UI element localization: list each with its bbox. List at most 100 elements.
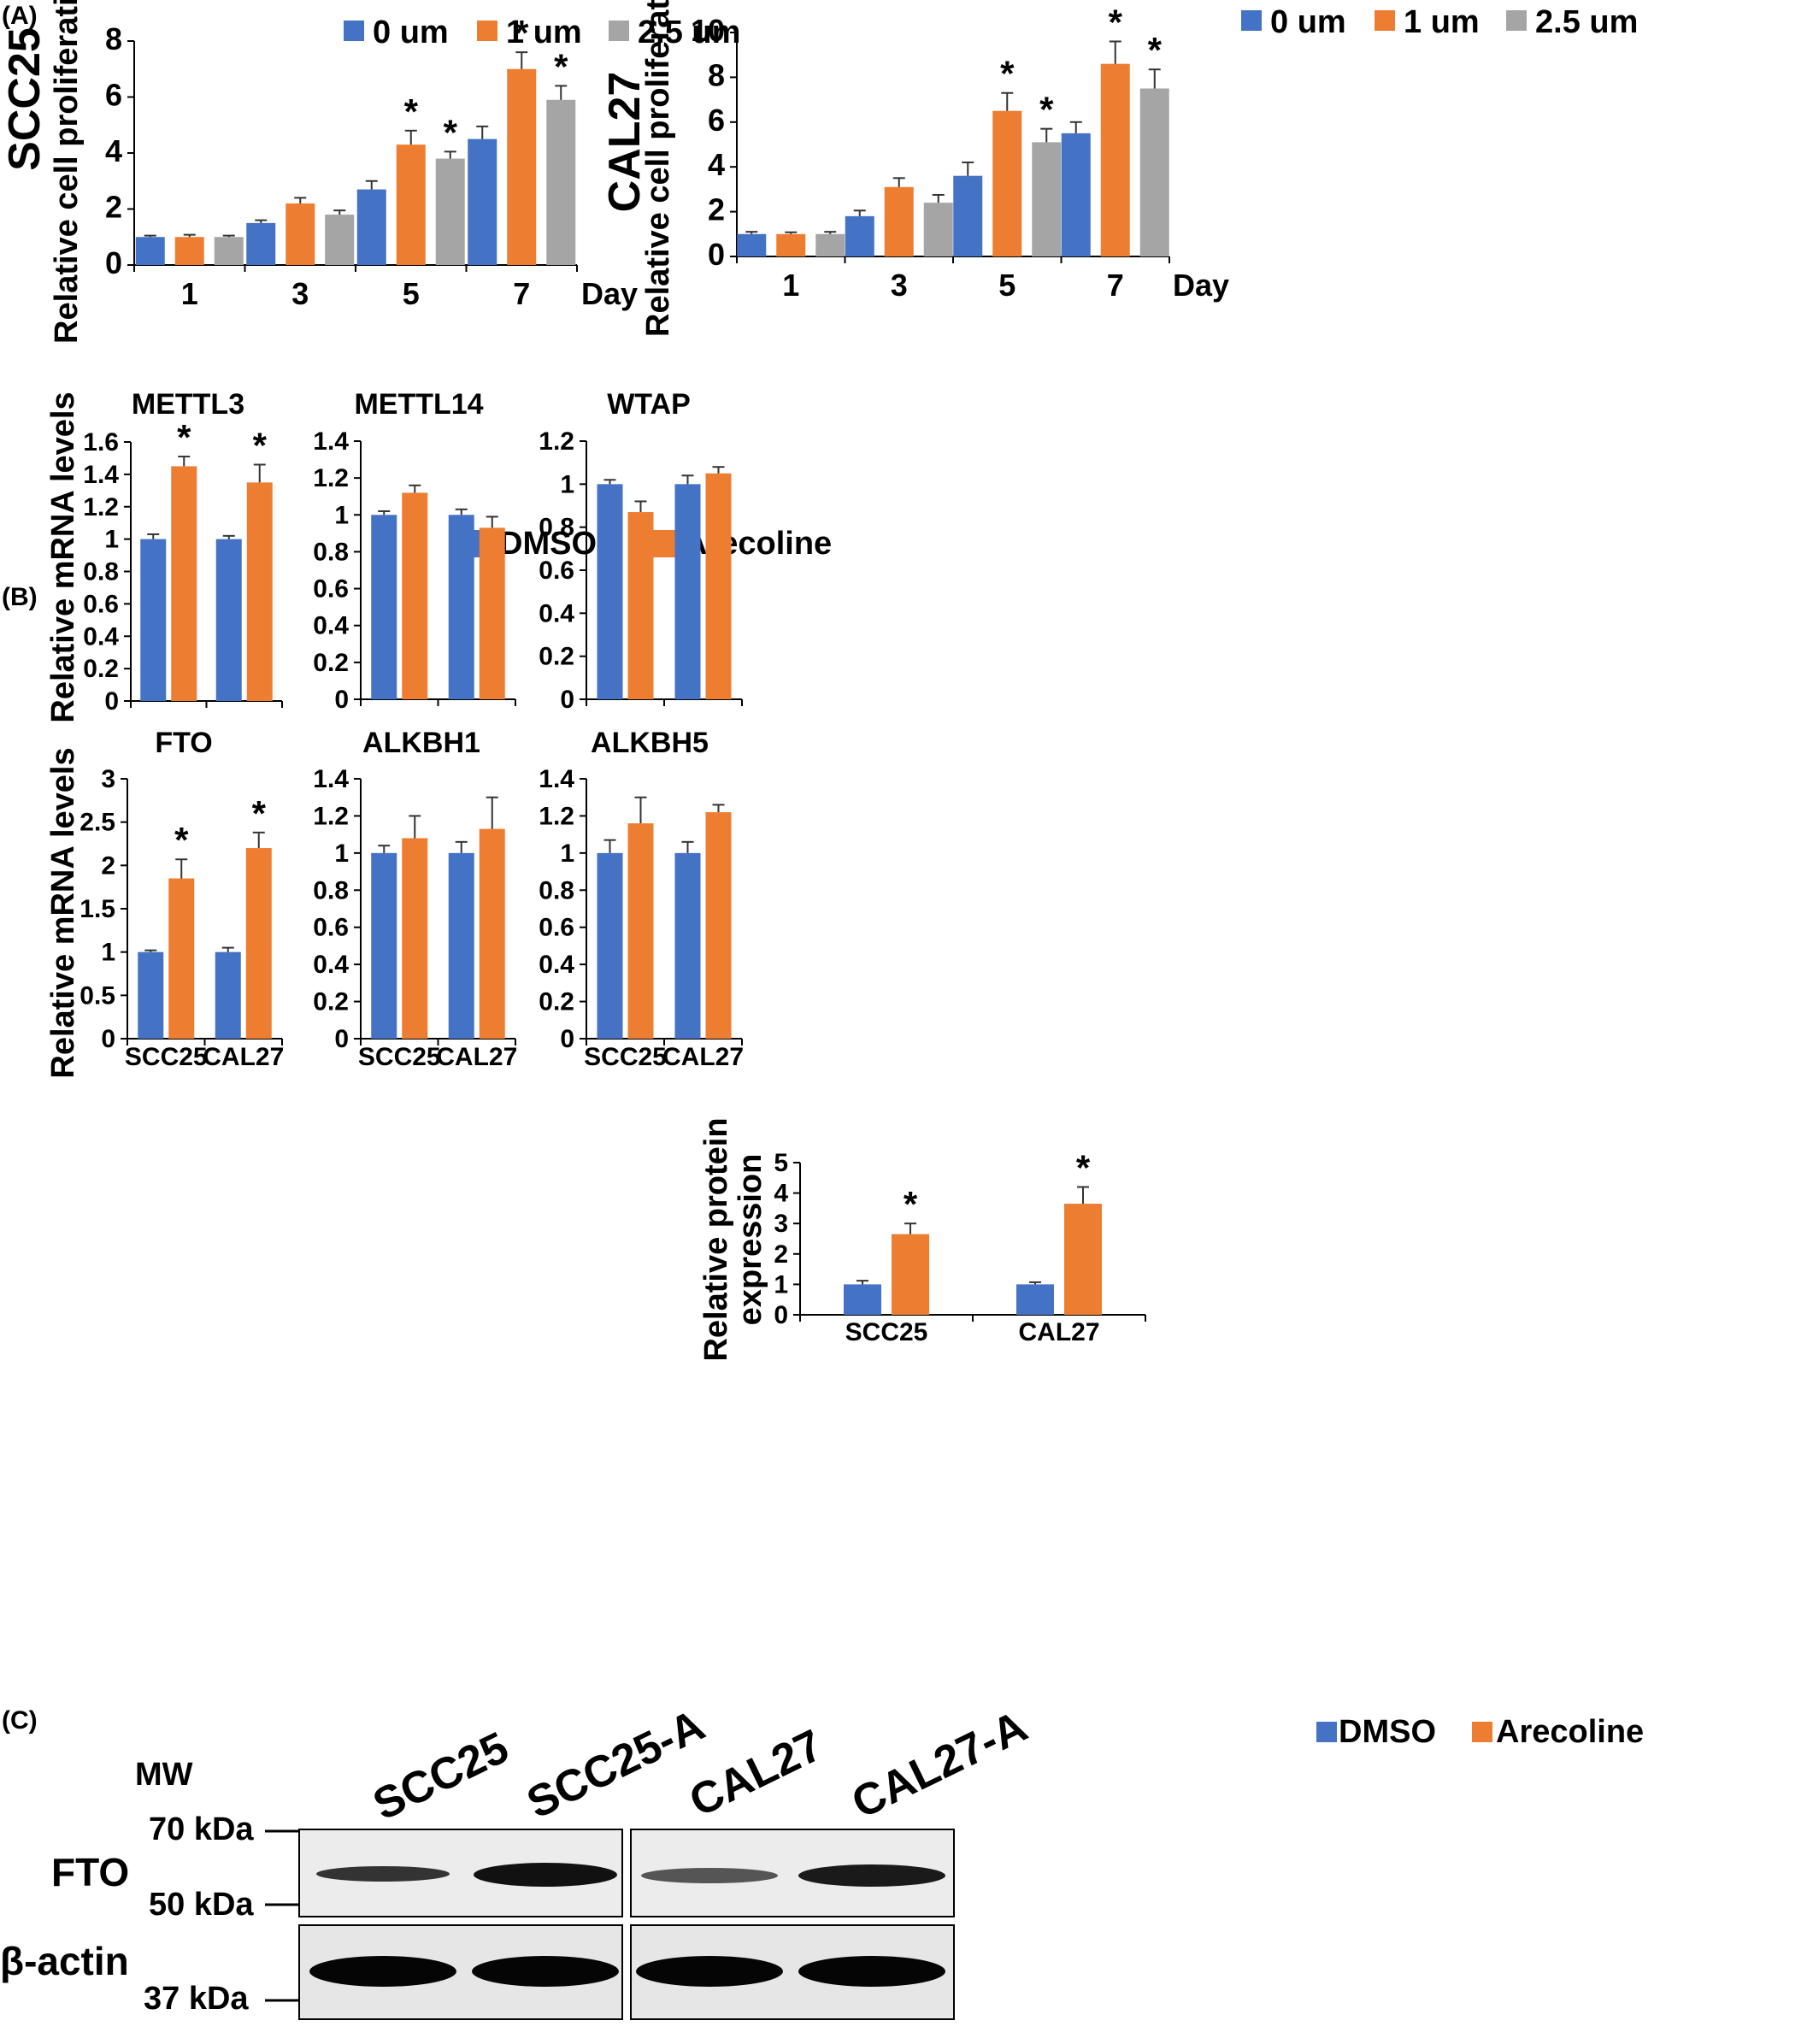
legend-label-2-5um: 2.5 um — [638, 15, 740, 50]
y-tick-label: 1.4 — [83, 461, 119, 489]
blot-marker-70kda: 70 kDa — [149, 1811, 254, 1847]
legend-c: DMSO Arecoline — [1316, 1714, 1644, 1750]
bar-1-um-3 — [286, 203, 315, 265]
y-tick-label: 8 — [105, 21, 122, 56]
y-tick-label: 0.4 — [539, 599, 574, 627]
bar-dmso-scc25 — [844, 1284, 881, 1315]
legend-swatch-0um — [1241, 10, 1262, 31]
y-tick-label: 1 — [560, 470, 574, 498]
panel-letter-a: (A) — [2, 2, 38, 30]
significance-star: * — [515, 13, 529, 53]
legend-label-dmso: DMSO — [1339, 1714, 1436, 1750]
y-tick-label: 0.4 — [539, 951, 574, 979]
x-tick-label: 7 — [1107, 268, 1124, 303]
bar-arecoline-cal27 — [705, 812, 732, 1039]
chart-fto: 0 0.5 1 1.5 2 2.5 3 * SCC25 * CAL27 FTO Relative mRN… — [45, 727, 284, 1079]
blot-row-label-beta-actin: β-actin — [0, 1939, 129, 1983]
y-tick-label: 5 — [774, 1149, 788, 1177]
y-tick-label: 2 — [708, 192, 725, 227]
x-tick-label: 7 — [513, 276, 530, 311]
legend-swatch-arecoline — [1472, 1722, 1492, 1742]
significance-star: * — [252, 793, 267, 834]
bar-arecoline-scc25 — [627, 823, 654, 1039]
legend-label-0um: 0 um — [1270, 4, 1346, 40]
y-tick-label: 1 — [334, 839, 349, 868]
y-tick-label: 0.2 — [83, 655, 119, 683]
blot-band-actin-cal27-a — [798, 1956, 945, 1987]
y-tick-label: 1.2 — [539, 802, 574, 830]
x-tick-label: 1 — [782, 268, 799, 303]
significance-star: * — [253, 426, 268, 466]
y-tick-label: 0.8 — [313, 876, 349, 904]
chart-title: ALKBH5 — [591, 727, 709, 759]
y-tick-label: 2 — [774, 1240, 788, 1269]
y-tick-label: 0 — [560, 686, 574, 714]
y-tick-label: 0 — [560, 1025, 574, 1053]
blot-lane-label: CAL27-A — [845, 1701, 1035, 1828]
x-tick-label: CAL27 — [203, 1043, 284, 1071]
bar-arecoline-scc25 — [168, 878, 195, 1039]
y-tick-label: 0.5 — [79, 981, 115, 1010]
bar-2-5-um-1 — [214, 237, 244, 265]
legend-swatch-dmso — [1316, 1722, 1337, 1742]
blot-band-actin-cal27 — [636, 1956, 783, 1987]
chart-title: METTL3 — [132, 388, 244, 421]
bar-dmso-cal27 — [215, 951, 241, 1039]
blot-band-fto-scc25 — [316, 1866, 450, 1882]
bar-arecoline-cal27 — [479, 828, 505, 1039]
bar-dmso-cal27 — [674, 484, 701, 699]
bar-dmso-scc25 — [597, 484, 623, 699]
significance-star: * — [177, 417, 191, 457]
y-tick-label: 1 — [104, 526, 119, 554]
significance-star: * — [1039, 90, 1054, 130]
bar-dmso-cal27 — [215, 539, 242, 701]
chart-title: CAL27 — [600, 72, 650, 213]
x-tick-label: CAL27 — [662, 1043, 744, 1071]
chart-mettl3: 00.20.40.60.811.21.41.6 * *METTL3Relative … — [45, 388, 283, 723]
legend-swatch-2-5um — [609, 21, 629, 41]
bar-0-um-3 — [246, 222, 276, 265]
chart-scc25-proliferation: 0 2 4 6 8 1 3 * * 5 * * 7 SCC25 Relative cell prolifer… — [0, 0, 638, 344]
chart-title: SCC25 — [0, 27, 50, 171]
x-tick-label: SCC25 — [125, 1043, 208, 1071]
y-tick-label: 0.6 — [313, 575, 349, 604]
y-tick-label: 0.2 — [539, 988, 574, 1016]
bar-dmso-cal27 — [674, 852, 701, 1039]
chart-title: ALKBH1 — [362, 727, 480, 759]
chart-title: METTL14 — [354, 388, 483, 421]
y-axis-label: Relative proteinexpression — [698, 1117, 768, 1361]
y-tick-label: 0.4 — [313, 951, 349, 979]
legend-label-1um: 1 um — [1404, 4, 1480, 40]
x-tick-label: 5 — [403, 276, 420, 311]
y-tick-label: 6 — [708, 103, 725, 138]
bar-1-um-5 — [396, 144, 426, 265]
y-tick-label: 0 — [708, 237, 725, 272]
bar-1-um-7 — [507, 68, 537, 265]
bar-arecoline-scc25 — [402, 838, 428, 1039]
y-tick-label: 0.6 — [539, 914, 574, 942]
bar-arecoline-cal27 — [705, 473, 732, 699]
blot-band-actin-scc25-a — [472, 1956, 619, 1987]
significance-star: * — [1076, 1147, 1091, 1187]
blot-mw-label: MW — [135, 1757, 193, 1793]
bar-1-um-7 — [1100, 63, 1130, 257]
y-tick-label: 6 — [105, 78, 122, 113]
y-tick-label: 0.6 — [313, 914, 349, 942]
y-tick-label: 0.8 — [313, 538, 349, 566]
bar-0-um-1 — [737, 233, 767, 256]
bar-2-5-um-7 — [546, 99, 576, 266]
blot-band-actin-scc25 — [309, 1956, 456, 1987]
y-axis-label: Relative cell proliferation — [640, 0, 676, 337]
blot-row-label-fto: FTO — [51, 1850, 129, 1894]
y-tick-label: 1.4 — [539, 765, 574, 793]
blot-band-fto-cal27-a — [798, 1864, 945, 1887]
y-tick-label: 0.8 — [539, 876, 574, 904]
y-tick-label: 4 — [708, 147, 725, 182]
legend-swatch-0um — [344, 21, 364, 41]
y-tick-label: 1 — [334, 501, 349, 529]
legend-label-0um: 0 um — [373, 15, 449, 50]
x-tick-label: SCC25 — [845, 1318, 928, 1346]
y-tick-label: 1.2 — [313, 464, 349, 492]
